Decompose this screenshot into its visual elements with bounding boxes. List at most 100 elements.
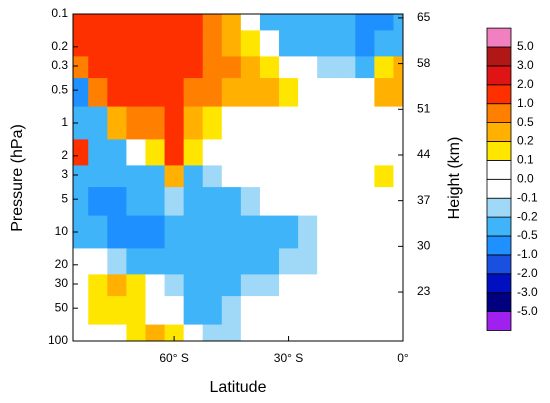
contour-cell	[164, 215, 185, 249]
contour-cell	[336, 106, 356, 140]
contour-cell	[374, 165, 394, 188]
contour-cell	[393, 215, 404, 249]
contour-cell	[393, 187, 404, 217]
contour-cell	[107, 30, 127, 57]
y2-tick-label: 51	[417, 101, 431, 115]
contour-cell	[298, 274, 318, 297]
contour-cell	[145, 30, 166, 57]
colorbar-box	[486, 254, 512, 275]
contour-cell	[355, 14, 375, 31]
contour-cell	[183, 296, 204, 326]
contour-cell	[393, 139, 404, 166]
colorbar-label: 2.0	[517, 77, 534, 91]
contour-cell	[145, 324, 166, 342]
contour-cell	[221, 324, 242, 342]
x-tick-label: 30° S	[274, 351, 303, 365]
contour-cell	[202, 274, 223, 297]
contour-cell	[298, 106, 318, 140]
colorbar-label: 3.0	[517, 58, 534, 72]
contour-cell	[355, 56, 375, 79]
contour-cell	[183, 187, 204, 217]
y-tick-label: 10	[55, 224, 69, 238]
contour-cell	[202, 165, 223, 188]
contour-cell	[126, 106, 146, 140]
y-tick-label: 2	[61, 148, 68, 162]
contour-cell	[317, 215, 337, 249]
contour-cell	[298, 215, 318, 249]
contour-cell	[279, 296, 299, 326]
contour-cell	[317, 296, 337, 326]
contour-cell	[336, 296, 356, 326]
contour-cell	[145, 14, 166, 31]
contour-cell	[240, 30, 261, 57]
contour-cell	[73, 296, 89, 326]
contour-cell	[73, 106, 89, 140]
contour-cell	[393, 248, 404, 275]
contour-cell	[298, 30, 318, 57]
contour-cell	[88, 248, 108, 275]
contour-cell	[259, 187, 280, 217]
colorbar-label: -5.0	[517, 304, 538, 318]
contour-cell	[317, 248, 337, 275]
contour-cell	[202, 14, 223, 31]
contour-cell	[73, 324, 89, 342]
contour-cell	[240, 14, 261, 31]
contour-cell	[202, 106, 223, 140]
contour-cell	[393, 78, 404, 108]
contour-cell	[221, 248, 242, 275]
colorbar-label: 0.5	[517, 115, 534, 129]
contour-cell	[298, 165, 318, 188]
contour-cell	[355, 215, 375, 249]
contour-cell	[73, 215, 89, 249]
y-tick-label: 0.5	[51, 82, 68, 96]
contour-cell	[145, 78, 166, 108]
y-tick-label: 100	[48, 333, 68, 347]
x-tick-label: 0°	[397, 351, 409, 365]
contour-cell	[183, 215, 204, 249]
contour-cell	[183, 106, 204, 140]
contour-cell	[107, 324, 127, 342]
contour-cell	[88, 106, 108, 140]
contour-cell	[221, 139, 242, 166]
contour-cell	[126, 274, 146, 297]
contour-cell	[73, 248, 89, 275]
contour-cell	[298, 248, 318, 275]
contour-cell	[317, 324, 337, 342]
contour-cell	[202, 215, 223, 249]
contour-cell	[393, 324, 404, 342]
contour-cell	[164, 106, 185, 140]
y-tick-label: 0.2	[51, 39, 68, 53]
y-tick-label: 3	[61, 167, 68, 181]
contour-cell	[279, 56, 299, 79]
contour-cell	[240, 187, 261, 217]
contour-cell	[73, 165, 89, 188]
contour-cell	[298, 296, 318, 326]
contour-cell	[107, 14, 127, 31]
contour-cell	[317, 187, 337, 217]
contour-cell	[164, 165, 185, 188]
contour-cell	[164, 274, 185, 297]
contour-cell	[240, 56, 261, 79]
contour-cell	[164, 139, 185, 166]
contour-cell	[374, 56, 394, 79]
y-tick-label: 0.1	[51, 6, 68, 20]
contour-cell	[336, 139, 356, 166]
contour-cell	[221, 106, 242, 140]
contour-cell	[73, 30, 89, 57]
contour-cell	[355, 78, 375, 108]
contour-cell	[355, 165, 375, 188]
contour-cell	[88, 296, 108, 326]
contour-cell	[145, 274, 166, 297]
contour-cell	[145, 106, 166, 140]
contour-cell	[164, 324, 185, 342]
contour-cell	[355, 139, 375, 166]
contour-cell	[202, 56, 223, 79]
colorbar-box	[486, 65, 512, 86]
contour-cell	[73, 139, 89, 166]
y-tick-label: 1	[61, 115, 68, 129]
contour-cell	[317, 30, 337, 57]
contour-cell	[126, 296, 146, 326]
contour-cell	[164, 187, 185, 217]
contour-cell	[393, 296, 404, 326]
contour-cell	[183, 14, 204, 31]
